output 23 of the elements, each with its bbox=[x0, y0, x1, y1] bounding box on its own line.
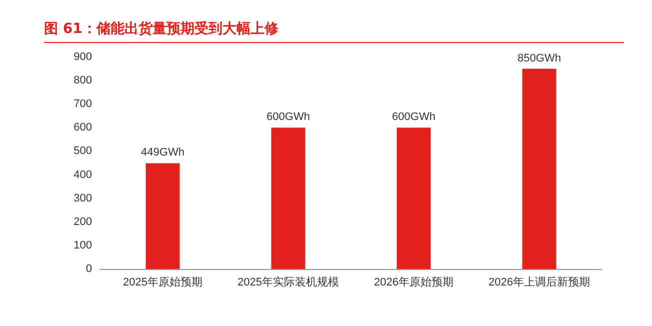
y-tick-label: 700 bbox=[74, 98, 92, 110]
data-label: 850GWh bbox=[518, 52, 561, 64]
y-tick-label: 200 bbox=[74, 216, 92, 228]
y-tick-label: 800 bbox=[74, 74, 92, 87]
x-tick-label: 2025年实际装机规模 bbox=[238, 276, 339, 288]
x-tick-label: 2026年上调后新预期 bbox=[488, 276, 590, 288]
bar bbox=[271, 128, 306, 269]
y-tick-label: 0 bbox=[86, 263, 92, 275]
data-label: 600GWh bbox=[266, 111, 310, 124]
y-tick-label: 500 bbox=[74, 145, 92, 158]
bar bbox=[522, 68, 556, 269]
x-tick-label: 2025年原始预期 bbox=[123, 276, 202, 288]
y-tick-label: 100 bbox=[74, 239, 92, 252]
bar bbox=[146, 163, 180, 269]
y-tick-label: 600 bbox=[74, 122, 92, 134]
y-tick-label: 300 bbox=[74, 192, 92, 204]
data-label: 600GWh bbox=[392, 111, 436, 124]
data-label: 449GWh bbox=[141, 146, 184, 159]
chart-title: 图 61：储能出货量预期受到大幅上修 bbox=[44, 20, 624, 43]
y-tick-label: 900 bbox=[74, 51, 92, 63]
y-tick-label: 400 bbox=[74, 168, 92, 181]
bar bbox=[396, 128, 431, 269]
x-tick-label: 2026年原始预期 bbox=[374, 276, 454, 288]
